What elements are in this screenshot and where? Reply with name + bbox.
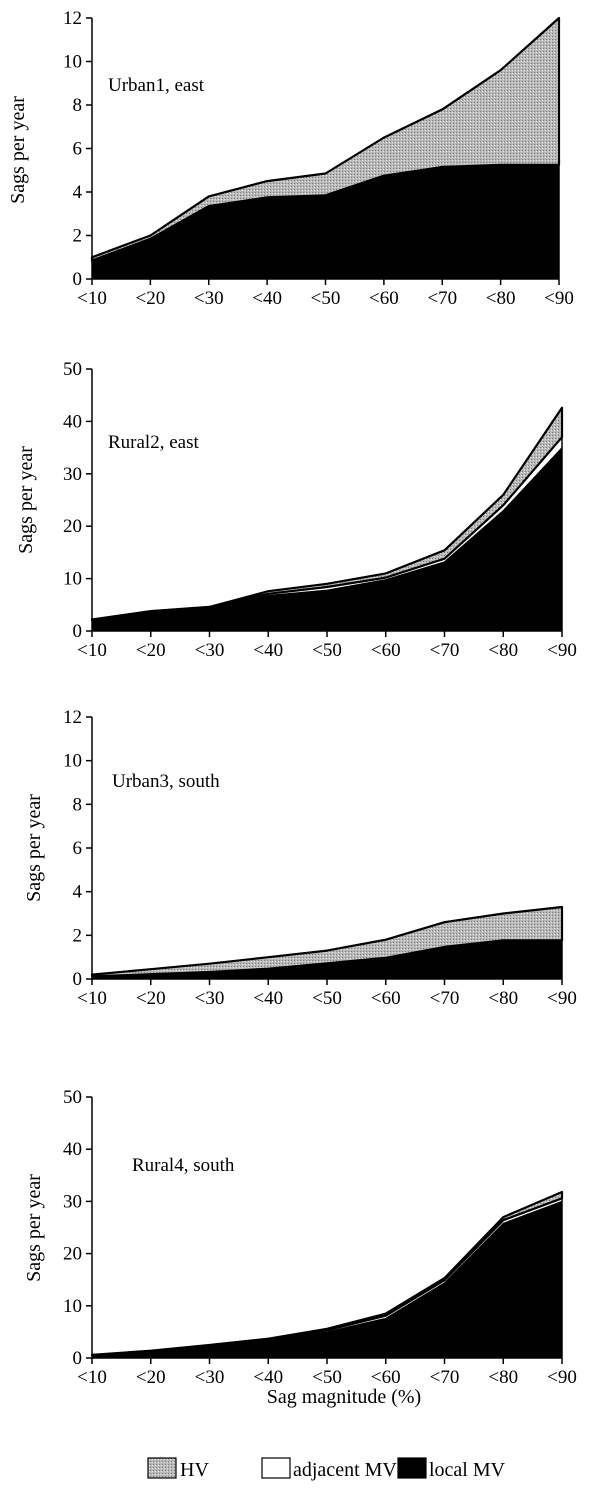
x-tick-label: <60 xyxy=(371,988,401,1009)
legend: HV adjacent MV local MV xyxy=(147,1457,506,1481)
x-tick-label: <20 xyxy=(136,288,166,309)
y-axis-title: Sags per year xyxy=(23,1174,45,1282)
y-tick-label: 8 xyxy=(73,95,83,116)
y-tick-label: 10 xyxy=(63,569,82,590)
y-tick-label: 20 xyxy=(63,1244,82,1265)
x-tick-label: <10 xyxy=(77,1367,107,1388)
x-tick-label: <10 xyxy=(77,640,107,661)
y-tick-label: 20 xyxy=(63,516,82,537)
legend-label: local MV xyxy=(429,1459,506,1481)
y-tick-label: 50 xyxy=(63,359,82,380)
y-tick-label: 30 xyxy=(63,464,82,485)
legend-label: adjacent MV xyxy=(293,1459,397,1481)
y-tick-label: 2 xyxy=(73,226,83,247)
y-tick-label: 4 xyxy=(73,882,83,903)
y-axis-title: Sags per year xyxy=(7,96,29,204)
x-tick-label: <30 xyxy=(194,288,224,309)
y-tick-label: 0 xyxy=(73,269,83,290)
x-tick-label: <60 xyxy=(371,1367,401,1388)
y-tick-label: 10 xyxy=(63,52,82,73)
chart-panel-4: 0 10 20 30 40 50 <10 <20 <30 <40 <50 <60 <70 <80 <90 Sa… xyxy=(23,1087,577,1388)
legend-swatch xyxy=(261,1457,291,1479)
panel-annotation: Urban3, south xyxy=(112,771,220,792)
x-tick-label: <80 xyxy=(486,288,516,309)
legend-item-hv: HV xyxy=(147,1457,209,1481)
y-tick-label: 40 xyxy=(63,1139,82,1160)
y-tick-label: 12 xyxy=(63,8,82,29)
y-tick-label: 0 xyxy=(73,1348,83,1369)
x-tick-label: <10 xyxy=(77,288,107,309)
x-tick-label: <50 xyxy=(312,640,342,661)
panel-annotation: Urban1, east xyxy=(108,75,205,96)
x-tick-label: <70 xyxy=(430,640,460,661)
y-tick-label: 12 xyxy=(63,707,82,728)
x-tick-label: <70 xyxy=(427,288,457,309)
y-tick-label: 6 xyxy=(73,139,83,160)
x-tick-label: <90 xyxy=(547,1367,577,1388)
y-tick-label: 0 xyxy=(73,621,83,642)
panel-annotation: Rural2, east xyxy=(108,432,199,453)
x-tick-label: <60 xyxy=(371,640,401,661)
x-tick-label: <80 xyxy=(488,1367,518,1388)
x-tick-label: <30 xyxy=(195,1367,225,1388)
y-tick-label: 2 xyxy=(73,925,83,946)
area-local-mv xyxy=(91,1200,563,1359)
y-axis-title: Sags per year xyxy=(15,446,37,554)
x-axis-title: Sag magnitude (%) xyxy=(267,1386,421,1408)
panel-annotation: Rural4, south xyxy=(132,1155,235,1176)
area-local-mv xyxy=(91,447,563,632)
x-tick-label: <40 xyxy=(253,1367,283,1388)
legend-swatch xyxy=(147,1457,177,1479)
x-tick-label: <90 xyxy=(547,988,577,1009)
x-tick-label: <70 xyxy=(430,988,460,1009)
x-tick-label: <10 xyxy=(77,988,107,1009)
x-tick-label: <30 xyxy=(195,988,225,1009)
y-tick-label: 30 xyxy=(63,1191,82,1212)
legend-label: HV xyxy=(180,1459,209,1481)
y-axis-title: Sags per year xyxy=(23,794,45,902)
x-tick-label: <30 xyxy=(195,640,225,661)
chart-panel-2: 0 10 20 30 40 50 <10 <20 <30 <40 <50 <60 <70 <80 <90 Sa… xyxy=(15,359,577,661)
x-tick-label: <70 xyxy=(430,1367,460,1388)
y-tick-label: 10 xyxy=(63,751,82,772)
x-tick-label: <20 xyxy=(136,1367,166,1388)
x-tick-label: <50 xyxy=(312,988,342,1009)
x-tick-label: <90 xyxy=(547,640,577,661)
x-tick-label: <50 xyxy=(312,1367,342,1388)
legend-item-adjacent-mv: adjacent MV xyxy=(261,1457,397,1481)
y-tick-label: 50 xyxy=(63,1087,82,1108)
chart-panel-3: 0 2 4 6 8 10 12 <10 <20 <30 <40 <50 <60 <70 <80 <90 Sags… xyxy=(23,707,577,1009)
chart-panel-1: 0 2 4 6 8 10 12 <10 <20 <30 <40 <50 <60 <70 <80 <90 Sags… xyxy=(7,8,574,309)
y-tick-label: 4 xyxy=(73,182,83,203)
x-tick-label: <80 xyxy=(488,640,518,661)
x-tick-label: <80 xyxy=(488,988,518,1009)
x-tick-label: <50 xyxy=(311,288,341,309)
x-tick-label: <40 xyxy=(252,288,282,309)
x-tick-label: <20 xyxy=(136,640,166,661)
x-tick-label: <20 xyxy=(136,988,166,1009)
y-tick-label: 40 xyxy=(63,411,82,432)
legend-swatch xyxy=(397,1457,427,1479)
x-tick-label: <40 xyxy=(253,640,283,661)
y-tick-label: 8 xyxy=(73,794,83,815)
x-tick-label: <90 xyxy=(544,288,574,309)
x-tick-label: <40 xyxy=(253,988,283,1009)
legend-item-local-mv: local MV xyxy=(397,1457,506,1481)
y-tick-label: 10 xyxy=(63,1296,82,1317)
x-tick-label: <60 xyxy=(369,288,399,309)
y-tick-label: 6 xyxy=(73,838,83,859)
y-tick-label: 0 xyxy=(73,969,83,990)
